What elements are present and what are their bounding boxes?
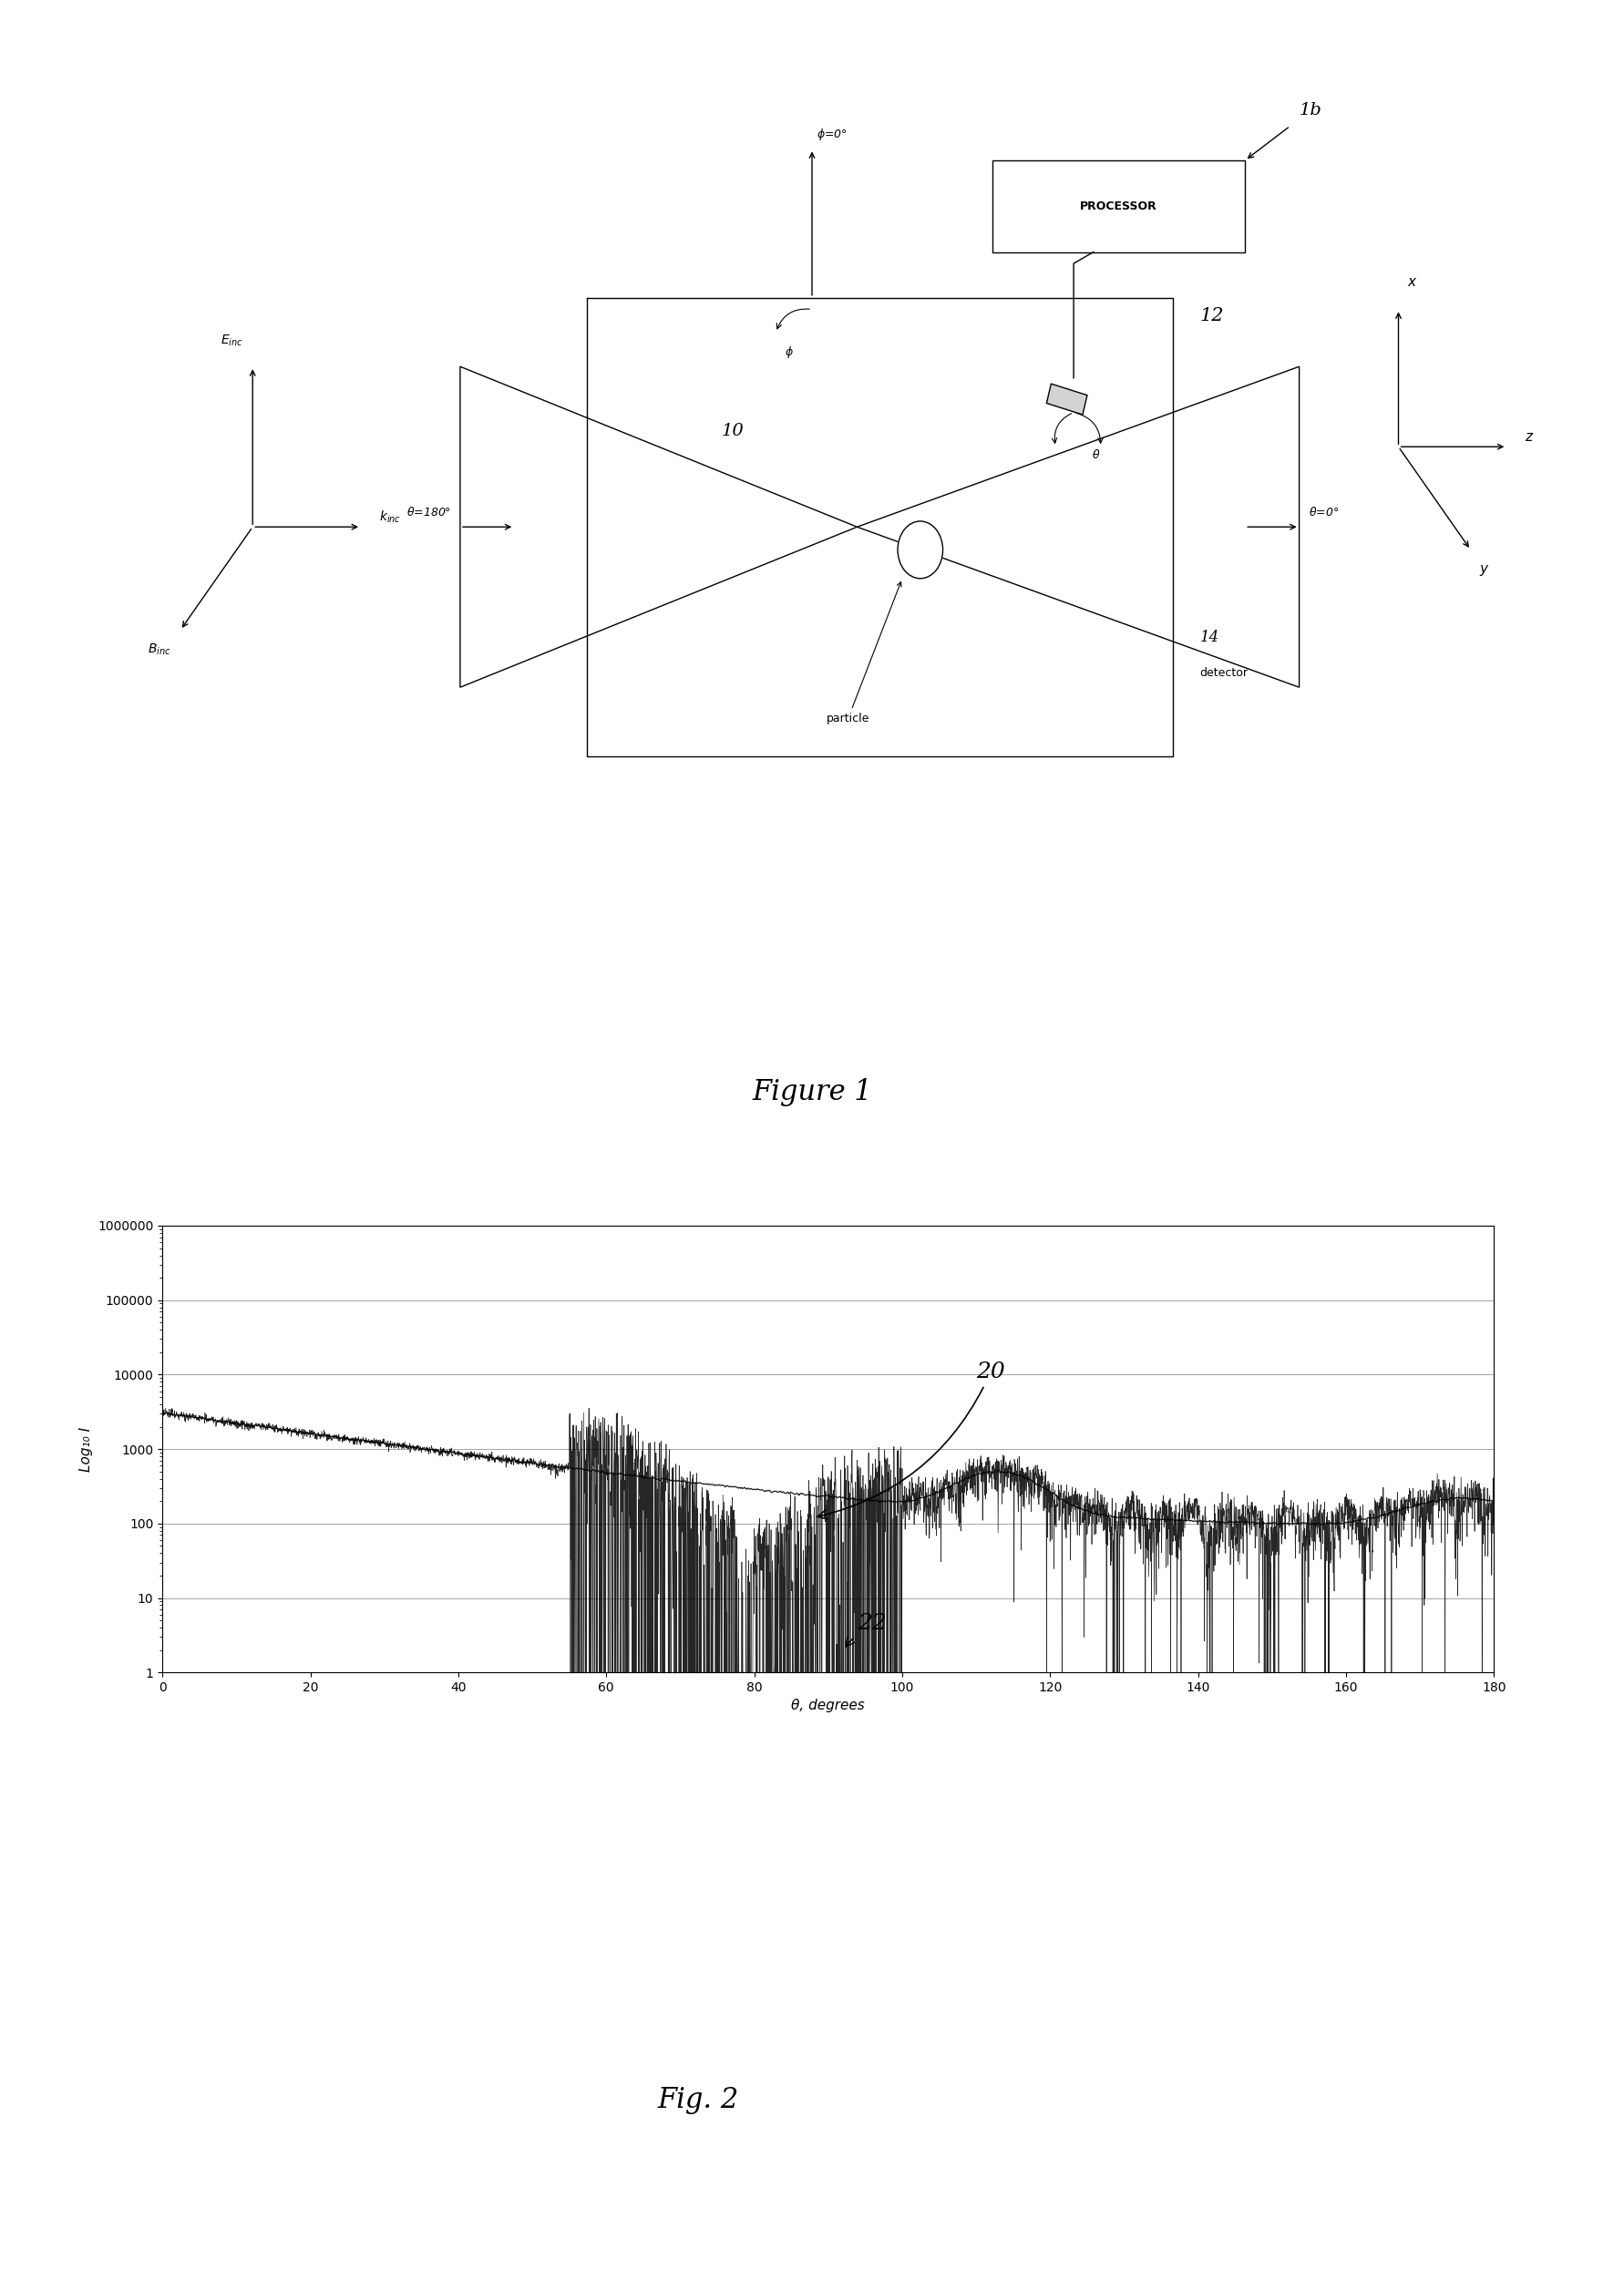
- Text: $\theta$=0°: $\theta$=0°: [1309, 506, 1338, 518]
- Text: PROCESSOR: PROCESSOR: [1080, 199, 1158, 213]
- Text: x: x: [1408, 275, 1416, 289]
- Text: $\phi$=0°: $\phi$=0°: [817, 126, 848, 142]
- Text: y: y: [1479, 561, 1488, 575]
- Bar: [992, 160, 1246, 252]
- Text: Figure 1: Figure 1: [752, 1077, 872, 1107]
- Text: $\phi$: $\phi$: [784, 344, 794, 360]
- Text: Fig. 2: Fig. 2: [658, 2085, 739, 2115]
- Text: $E_{inc}$: $E_{inc}$: [221, 332, 244, 348]
- Text: 12: 12: [1200, 307, 1224, 325]
- Text: 20: 20: [817, 1361, 1005, 1519]
- Text: z: z: [1525, 431, 1531, 444]
- Polygon shape: [1046, 385, 1086, 415]
- Text: $\theta$: $\theta$: [1091, 449, 1101, 460]
- Y-axis label: Log₁₀ I: Log₁₀ I: [80, 1427, 93, 1471]
- Text: $k_{inc}$: $k_{inc}$: [378, 509, 401, 525]
- Text: $\theta$=180°: $\theta$=180°: [406, 506, 451, 518]
- X-axis label: θ, degrees: θ, degrees: [791, 1700, 866, 1714]
- Text: particle: particle: [827, 582, 901, 724]
- Text: 22: 22: [846, 1613, 887, 1647]
- Text: $B_{inc}$: $B_{inc}$: [148, 641, 172, 658]
- Circle shape: [898, 522, 944, 577]
- Text: 14: 14: [1200, 630, 1220, 646]
- Text: 1b: 1b: [1299, 101, 1322, 119]
- Text: 10: 10: [721, 422, 744, 440]
- Text: detector: detector: [1200, 667, 1249, 678]
